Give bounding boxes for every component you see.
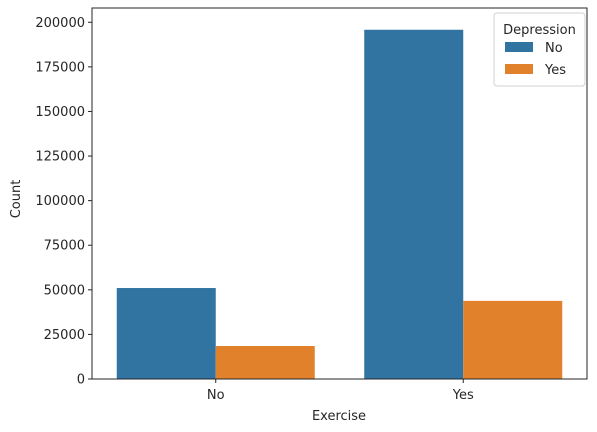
legend-label-no: No: [545, 41, 563, 56]
legend-swatch-no: [505, 42, 533, 52]
y-tick-label: 125000: [35, 150, 85, 165]
y-tick-label: 100000: [35, 194, 85, 209]
bar-yes-no: [364, 29, 464, 379]
bar-no-no: [116, 288, 216, 379]
x-axis-ticks: No Yes: [207, 379, 474, 403]
y-tick-label: 50000: [44, 283, 85, 298]
y-tick-label: 25000: [44, 328, 85, 343]
y-tick-label: 0: [77, 373, 85, 388]
plot-frame: [91, 7, 588, 380]
y-axis-ticks: 0 25000 50000 75000 100000 125000 150000 175000…: [35, 16, 92, 388]
bars-layer: [116, 29, 563, 379]
bar-yes-yes: [463, 300, 563, 379]
y-tick-label: 175000: [35, 60, 85, 75]
legend-label-yes: Yes: [544, 63, 566, 78]
y-tick-label: 150000: [35, 105, 85, 120]
legend-title: Depression: [503, 23, 576, 38]
y-tick-label: 200000: [35, 16, 85, 31]
legend-swatch-yes: [505, 64, 533, 74]
x-tick-label: No: [207, 388, 225, 403]
x-axis-title: Exercise: [312, 409, 366, 424]
y-tick-label: 75000: [44, 239, 85, 254]
x-tick-label: Yes: [452, 388, 474, 403]
y-axis-title: Count: [9, 180, 24, 219]
axes-spines: [91, 7, 588, 380]
legend: Depression No Yes: [493, 12, 586, 87]
bar-no-yes: [215, 346, 315, 379]
